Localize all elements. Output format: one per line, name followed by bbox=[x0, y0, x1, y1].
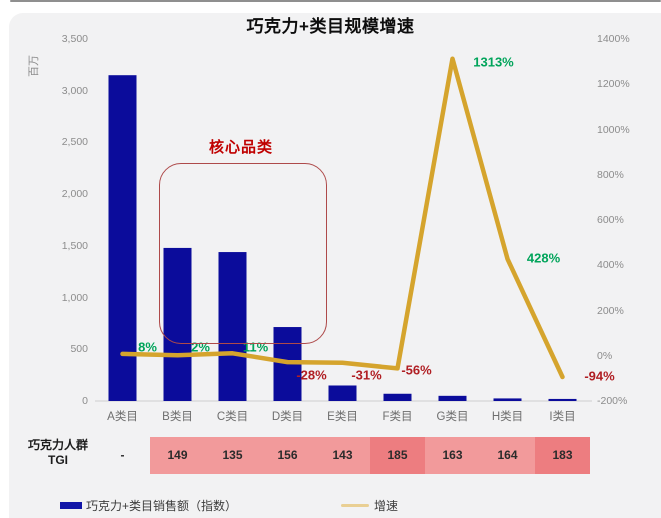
tgi-cell-H类目: 164 bbox=[480, 437, 535, 474]
tgi-cell-A类目: - bbox=[120, 448, 125, 462]
left-tick-1,500: 1,500 bbox=[61, 239, 88, 252]
tgi-cell-E类目: 143 bbox=[315, 437, 370, 474]
growth-label-A类目: 8% bbox=[138, 339, 157, 355]
tgi-cell-F类目: 185 bbox=[370, 437, 425, 474]
right-tick-800%: 800% bbox=[597, 168, 624, 181]
left-tick-2,000: 2,000 bbox=[61, 188, 88, 201]
category-label-B类目: B类目 bbox=[162, 411, 193, 423]
growth-label-E类目: -31% bbox=[351, 367, 382, 383]
right-tick-0%: 0% bbox=[597, 349, 613, 362]
window-top-edge bbox=[10, 0, 661, 2]
chart-title: 巧克力+类目规模增速 bbox=[246, 17, 415, 36]
tgi-row-header-line2: TGI bbox=[48, 453, 68, 467]
right-tick-200%: 200% bbox=[597, 304, 624, 317]
tgi-cell-C类目: 135 bbox=[205, 437, 260, 474]
right-tick-1200%: 1200% bbox=[597, 78, 630, 91]
left-tick-0: 0 bbox=[82, 395, 88, 407]
growth-label-D类目: -28% bbox=[296, 367, 327, 383]
category-label-G类目: G类目 bbox=[436, 411, 469, 423]
tgi-cell-D类目: 156 bbox=[260, 437, 315, 474]
right-tick--200%: -200% bbox=[597, 395, 628, 407]
core-category-annotation-box bbox=[159, 163, 327, 344]
sales-bar-G类目 bbox=[438, 395, 467, 401]
sales-bar-A类目 bbox=[108, 75, 137, 401]
growth-label-F类目: -56% bbox=[401, 362, 432, 378]
bar-series-legend-label: 巧克力+类目销售额（指数） bbox=[86, 498, 238, 513]
tgi-row-header-line1: 巧克力人群 bbox=[27, 438, 88, 452]
right-tick-1000%: 1000% bbox=[597, 123, 630, 136]
right-tick-600%: 600% bbox=[597, 214, 624, 226]
chart-legend: 巧克力+类目销售额（指数） 增速 bbox=[60, 497, 398, 513]
growth-label-G类目: 1313% bbox=[473, 54, 514, 70]
category-label-F类目: F类目 bbox=[382, 411, 413, 423]
growth-rate-line bbox=[120, 56, 565, 380]
right-tick-400%: 400% bbox=[597, 259, 624, 272]
tgi-row-header: 巧克力人群 TGI bbox=[16, 438, 100, 468]
tgi-cell-B类目: 149 bbox=[150, 437, 205, 474]
sales-bar-F类目 bbox=[383, 393, 412, 401]
right-tick-1400%: 1400% bbox=[597, 33, 630, 45]
growth-label-I类目: -94% bbox=[584, 368, 615, 384]
core-category-annotation-label: 核心品类 bbox=[208, 139, 273, 156]
sales-bar-I类目 bbox=[548, 398, 577, 401]
bar-series-swatch-icon bbox=[60, 501, 82, 509]
category-label-H类目: H类目 bbox=[491, 411, 524, 423]
left-tick-500: 500 bbox=[70, 343, 88, 356]
growth-label-H类目: 428% bbox=[526, 250, 561, 266]
left-tick-3,000: 3,000 bbox=[61, 84, 88, 97]
category-label-A类目: A类目 bbox=[107, 411, 138, 423]
line-series-swatch-icon bbox=[341, 503, 370, 507]
left-tick-2,500: 2,500 bbox=[61, 136, 88, 149]
sales-bar-C类目 bbox=[218, 252, 247, 401]
tgi-cell-G类目: 163 bbox=[425, 437, 480, 474]
sales-bar-E类目 bbox=[328, 385, 357, 401]
category-label-E类目: E类目 bbox=[327, 411, 358, 423]
left-tick-3,500: 3,500 bbox=[61, 33, 88, 45]
category-label-I类目: I类目 bbox=[549, 411, 576, 423]
line-series-legend-label: 增速 bbox=[374, 498, 399, 513]
category-label-D类目: D类目 bbox=[271, 411, 304, 423]
tgi-cell-I类目: 183 bbox=[535, 437, 590, 474]
left-tick-1,000: 1,000 bbox=[61, 291, 88, 304]
category-label-C类目: C类目 bbox=[216, 411, 249, 423]
sales-bar-H类目 bbox=[493, 398, 522, 401]
